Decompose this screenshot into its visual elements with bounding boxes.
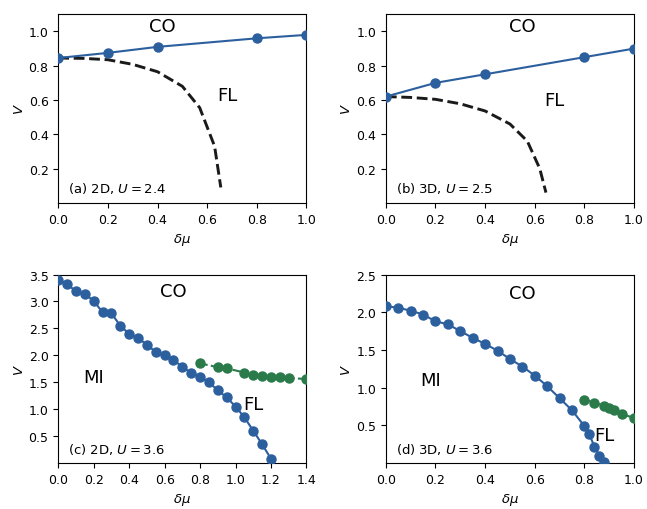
Text: FL: FL xyxy=(243,395,263,413)
Text: (c) 2D, $U = 3.6$: (c) 2D, $U = 3.6$ xyxy=(68,441,165,456)
Y-axis label: $V$: $V$ xyxy=(340,363,353,375)
Text: FL: FL xyxy=(594,427,615,444)
X-axis label: $\delta\mu$: $\delta\mu$ xyxy=(501,232,519,248)
Text: MI: MI xyxy=(83,368,104,386)
Y-axis label: $V$: $V$ xyxy=(340,103,353,115)
Text: CO: CO xyxy=(509,18,536,36)
Text: MI: MI xyxy=(420,372,441,389)
Text: FL: FL xyxy=(545,92,565,110)
Y-axis label: $V$: $V$ xyxy=(13,363,26,375)
X-axis label: $\delta\mu$: $\delta\mu$ xyxy=(173,491,192,507)
X-axis label: $\delta\mu$: $\delta\mu$ xyxy=(173,232,192,248)
Text: CO: CO xyxy=(509,285,536,303)
Text: FL: FL xyxy=(217,87,237,105)
Text: CO: CO xyxy=(149,18,176,36)
Text: CO: CO xyxy=(160,282,187,300)
Text: (d) 3D, $U = 3.6$: (d) 3D, $U = 3.6$ xyxy=(396,441,493,456)
X-axis label: $\delta\mu$: $\delta\mu$ xyxy=(501,491,519,507)
Y-axis label: $V$: $V$ xyxy=(13,103,26,115)
Text: (b) 3D, $U = 2.5$: (b) 3D, $U = 2.5$ xyxy=(396,181,493,196)
Text: (a) 2D, $U = 2.4$: (a) 2D, $U = 2.4$ xyxy=(68,181,166,196)
